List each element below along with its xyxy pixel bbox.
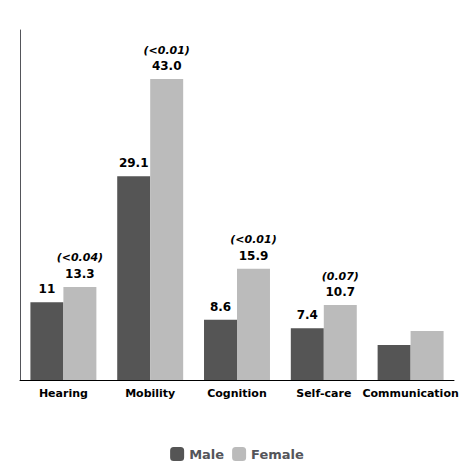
svg-text:15.9: 15.9	[239, 249, 269, 263]
svg-text:(<0.01): (<0.01)	[143, 44, 189, 57]
svg-text:Mobility: Mobility	[125, 387, 175, 400]
svg-text:Male: Male	[189, 447, 224, 462]
svg-text:Communication: Communication	[362, 387, 458, 400]
svg-text:13.3: 13.3	[65, 267, 95, 281]
svg-text:11: 11	[39, 282, 56, 296]
svg-text:8.6: 8.6	[210, 300, 231, 314]
svg-text:43.0: 43.0	[152, 59, 182, 73]
svg-text:(0.07): (0.07)	[322, 270, 359, 283]
svg-text:7.4: 7.4	[297, 308, 318, 322]
svg-text:10.7: 10.7	[325, 285, 355, 299]
svg-text:Self-care: Self-care	[296, 387, 351, 400]
svg-text:Cognition: Cognition	[207, 387, 267, 400]
svg-text:(<0.01): (<0.01)	[230, 233, 276, 246]
svg-text:(<0.04): (<0.04)	[57, 251, 103, 264]
svg-text:Hearing: Hearing	[39, 387, 88, 400]
svg-text:29.1: 29.1	[119, 156, 149, 170]
svg-text:Female: Female	[251, 447, 304, 462]
